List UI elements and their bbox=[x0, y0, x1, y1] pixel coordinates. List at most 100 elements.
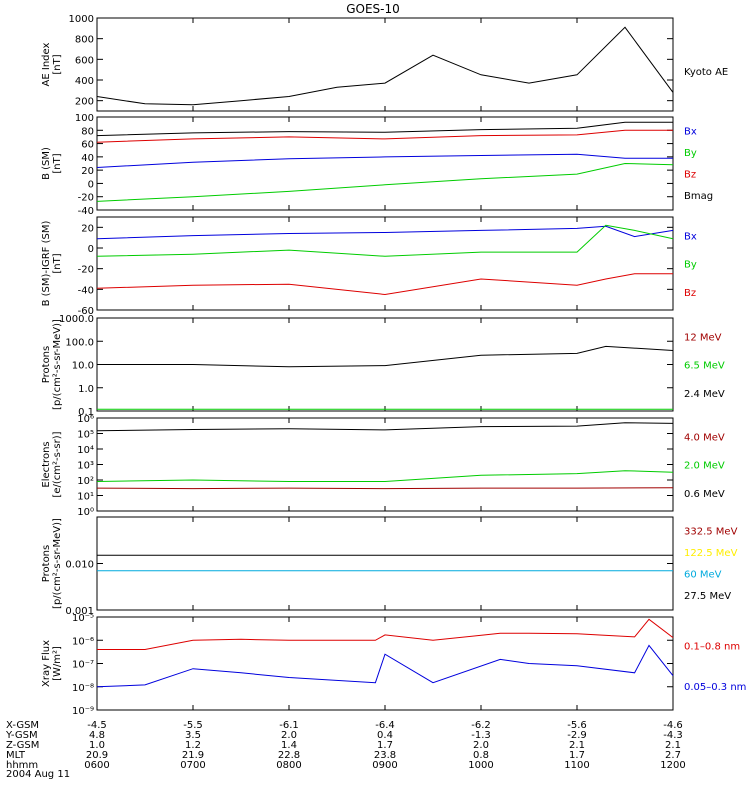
axis-row-value: -6.2 bbox=[471, 720, 491, 731]
y-tick-label: 0.001 bbox=[65, 606, 94, 617]
axis-row-value: 0900 bbox=[372, 760, 397, 771]
y-axis-label: B (SM)-IGRF (SM)[nT] bbox=[41, 221, 63, 307]
legend-entry: By bbox=[684, 260, 697, 271]
axis-row-value: 0.4 bbox=[377, 730, 393, 741]
axis-row-value: -1.3 bbox=[471, 730, 491, 741]
axis-row-value: -4.3 bbox=[663, 730, 683, 741]
series-line bbox=[96, 153, 673, 168]
panel-frame bbox=[96, 216, 674, 311]
y-tick-label: 10⁻⁵ bbox=[72, 613, 94, 624]
legend-entry: 27.5 MeV bbox=[684, 591, 731, 602]
y-axis-label: Electrons[e/(cm²-s-sr)] bbox=[41, 431, 63, 497]
y-tick-label: 1000.0 bbox=[59, 314, 94, 325]
legend-entry: Kyoto AE bbox=[684, 67, 728, 78]
axis-row-value: 1200 bbox=[660, 760, 685, 771]
series-line bbox=[96, 644, 674, 688]
y-tick-label: 60 bbox=[81, 140, 94, 151]
y-tick-label: 10⁻⁹ bbox=[72, 706, 94, 717]
y-tick-label: 400 bbox=[75, 76, 94, 87]
y-tick-label: 80 bbox=[81, 126, 94, 137]
y-axis-label: Protons[p/(cm²-s-sr-MeV)] bbox=[41, 319, 63, 410]
y-tick-label: 10⁰ bbox=[77, 507, 94, 518]
axis-row-value: -4.6 bbox=[663, 720, 683, 731]
axis-row-value: 3.5 bbox=[185, 730, 201, 741]
axis-row-value: 20.9 bbox=[86, 750, 108, 761]
y-axis-label: AE Index[nT] bbox=[41, 42, 63, 86]
axis-row-label: hhmm bbox=[6, 760, 38, 771]
axis-row-value: -2.9 bbox=[567, 730, 587, 741]
y-tick-label: -20 bbox=[78, 193, 94, 204]
panel-dbmod: -60 -40 -20 0 20 B (SM)-IGRF (SM)[nT] Bx By Bz bbox=[41, 216, 697, 317]
y-tick-label: 0.010 bbox=[65, 560, 94, 571]
legend-entry: Bx bbox=[684, 126, 697, 137]
axis-row-value: 1.2 bbox=[185, 740, 201, 751]
legend-entry: Bz bbox=[684, 170, 696, 181]
axis-row-label: Z-GSM bbox=[6, 740, 39, 751]
legend-entry: 4.0 MeV bbox=[684, 433, 725, 444]
y-tick-label: 20 bbox=[81, 166, 94, 177]
y-tick-label: 800 bbox=[75, 35, 94, 46]
y-tick-label: 0 bbox=[88, 179, 94, 190]
axis-row-value: 1.0 bbox=[89, 740, 105, 751]
y-axis-label: B (SM)[nT] bbox=[41, 147, 63, 180]
legend-entry: Bz bbox=[684, 288, 696, 299]
axis-row-value: 1.7 bbox=[377, 740, 393, 751]
panel-frame bbox=[96, 516, 674, 611]
legend-entry: 2.4 MeV bbox=[684, 389, 725, 400]
y-tick-label: -20 bbox=[78, 265, 94, 276]
legend-entry: 12 MeV bbox=[684, 333, 722, 344]
y-tick-label: 20 bbox=[81, 223, 94, 234]
axis-row-value: 1100 bbox=[564, 760, 589, 771]
legend-entry: 60 MeV bbox=[684, 570, 722, 581]
date-label: 2004 Aug 11 bbox=[6, 769, 70, 780]
legend-entry: 2.0 MeV bbox=[684, 461, 725, 472]
axis-row-value: 1.7 bbox=[569, 750, 585, 761]
series-line bbox=[96, 273, 673, 296]
axis-row-value: 0600 bbox=[84, 760, 109, 771]
axis-row-value: 2.1 bbox=[665, 740, 681, 751]
y-tick-label: 10² bbox=[77, 476, 94, 487]
panel-xray: 10⁻⁹ 10⁻⁸ 10⁻⁷ 10⁻⁶ 10⁻⁵ Xray Flux[W/m²] 0.1–0… bbox=[41, 613, 746, 717]
legend-entry: Bmag bbox=[684, 191, 713, 202]
legend-entry: 0.1–0.8 nm bbox=[684, 641, 740, 652]
series-line bbox=[96, 225, 674, 240]
axis-row-value: 1.4 bbox=[281, 740, 297, 751]
chart-title: GOES-10 bbox=[346, 2, 400, 16]
axis-row-value: 2.0 bbox=[473, 740, 489, 751]
y-axis-label: Protons[p/(cm²-s-sr-MeV)] bbox=[41, 518, 63, 609]
y-tick-label: 10¹ bbox=[77, 492, 94, 503]
panel-frame bbox=[96, 116, 674, 211]
y-tick-label: 0 bbox=[88, 244, 94, 255]
series-line bbox=[96, 162, 674, 202]
axis-row-value: 2.0 bbox=[281, 730, 297, 741]
y-tick-label: 100 bbox=[75, 113, 94, 124]
y-tick-label: 10⁶ bbox=[77, 414, 94, 425]
y-tick-label: 100.0 bbox=[65, 337, 94, 348]
axis-row-value: 2.7 bbox=[665, 750, 681, 761]
y-tick-label: 10⁵ bbox=[77, 430, 94, 441]
y-tick-label: 600 bbox=[75, 55, 94, 66]
legend-entry: By bbox=[684, 148, 697, 159]
axis-row-value: 22.8 bbox=[278, 750, 300, 761]
panel-protons_high: 0.1 1.0 10.0 100.0 1000.0Protons[p/(cm²-s-sr… bbox=[41, 314, 725, 418]
y-tick-label: 10.0 bbox=[72, 361, 94, 372]
axis-row-value: 1000 bbox=[468, 760, 493, 771]
y-tick-label: 10³ bbox=[77, 461, 94, 472]
axis-row-value: -5.6 bbox=[567, 720, 587, 731]
legend-entry: 6.5 MeV bbox=[684, 361, 725, 372]
axis-row-value: -5.5 bbox=[183, 720, 203, 731]
axis-row-value: 21.9 bbox=[182, 750, 204, 761]
y-tick-label: 10⁴ bbox=[77, 445, 94, 456]
axis-row-value: -6.4 bbox=[375, 720, 395, 731]
axis-row-value: 2.1 bbox=[569, 740, 585, 751]
panel-b: -40 -20 0 20 40 60 80 100 B (SM)[nT] Bx By Bz Bmag bbox=[41, 113, 713, 217]
axis-row-value: 0800 bbox=[276, 760, 301, 771]
panel-frame bbox=[96, 17, 674, 112]
series-line bbox=[96, 470, 674, 482]
y-tick-label: 10⁻⁶ bbox=[72, 636, 94, 647]
y-tick-label: 10⁻⁸ bbox=[72, 683, 94, 694]
legend-entry: Bx bbox=[684, 232, 697, 243]
series-line bbox=[97, 345, 674, 368]
